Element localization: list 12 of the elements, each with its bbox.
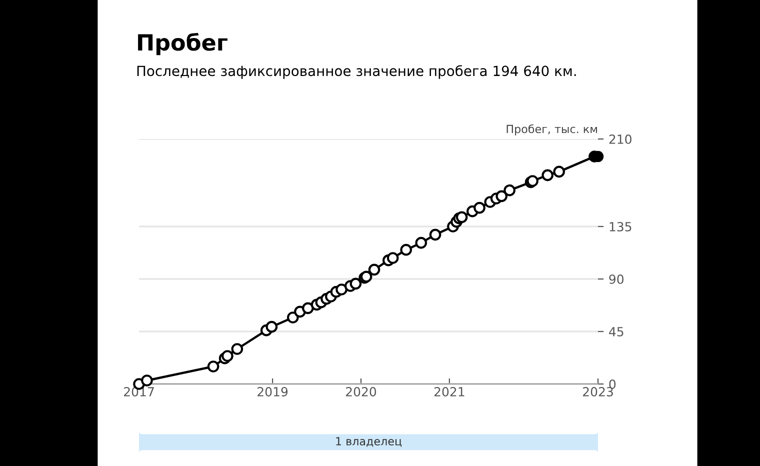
- x-tick-label: 2020: [346, 387, 376, 396]
- x-tick-label: 2019: [258, 387, 288, 396]
- text: 1 владелец: [336, 437, 402, 447]
- y-tick-label: 90: [609, 274, 624, 284]
- chart-title: Пробег: [138, 32, 228, 56]
- x-tick-label: 2023: [583, 387, 613, 396]
- y-axis-title: Пробег, тыс. км: [506, 124, 597, 136]
- x-tick-label: 2021: [434, 387, 464, 396]
- y-tick-label: 45: [609, 327, 624, 336]
- y-tick-label: 135: [610, 222, 632, 232]
- chart-subtitle: Последнее зафиксированное значение пробега 194 640 км.: [137, 65, 576, 79]
- y-tick-label: 210: [609, 134, 632, 144]
